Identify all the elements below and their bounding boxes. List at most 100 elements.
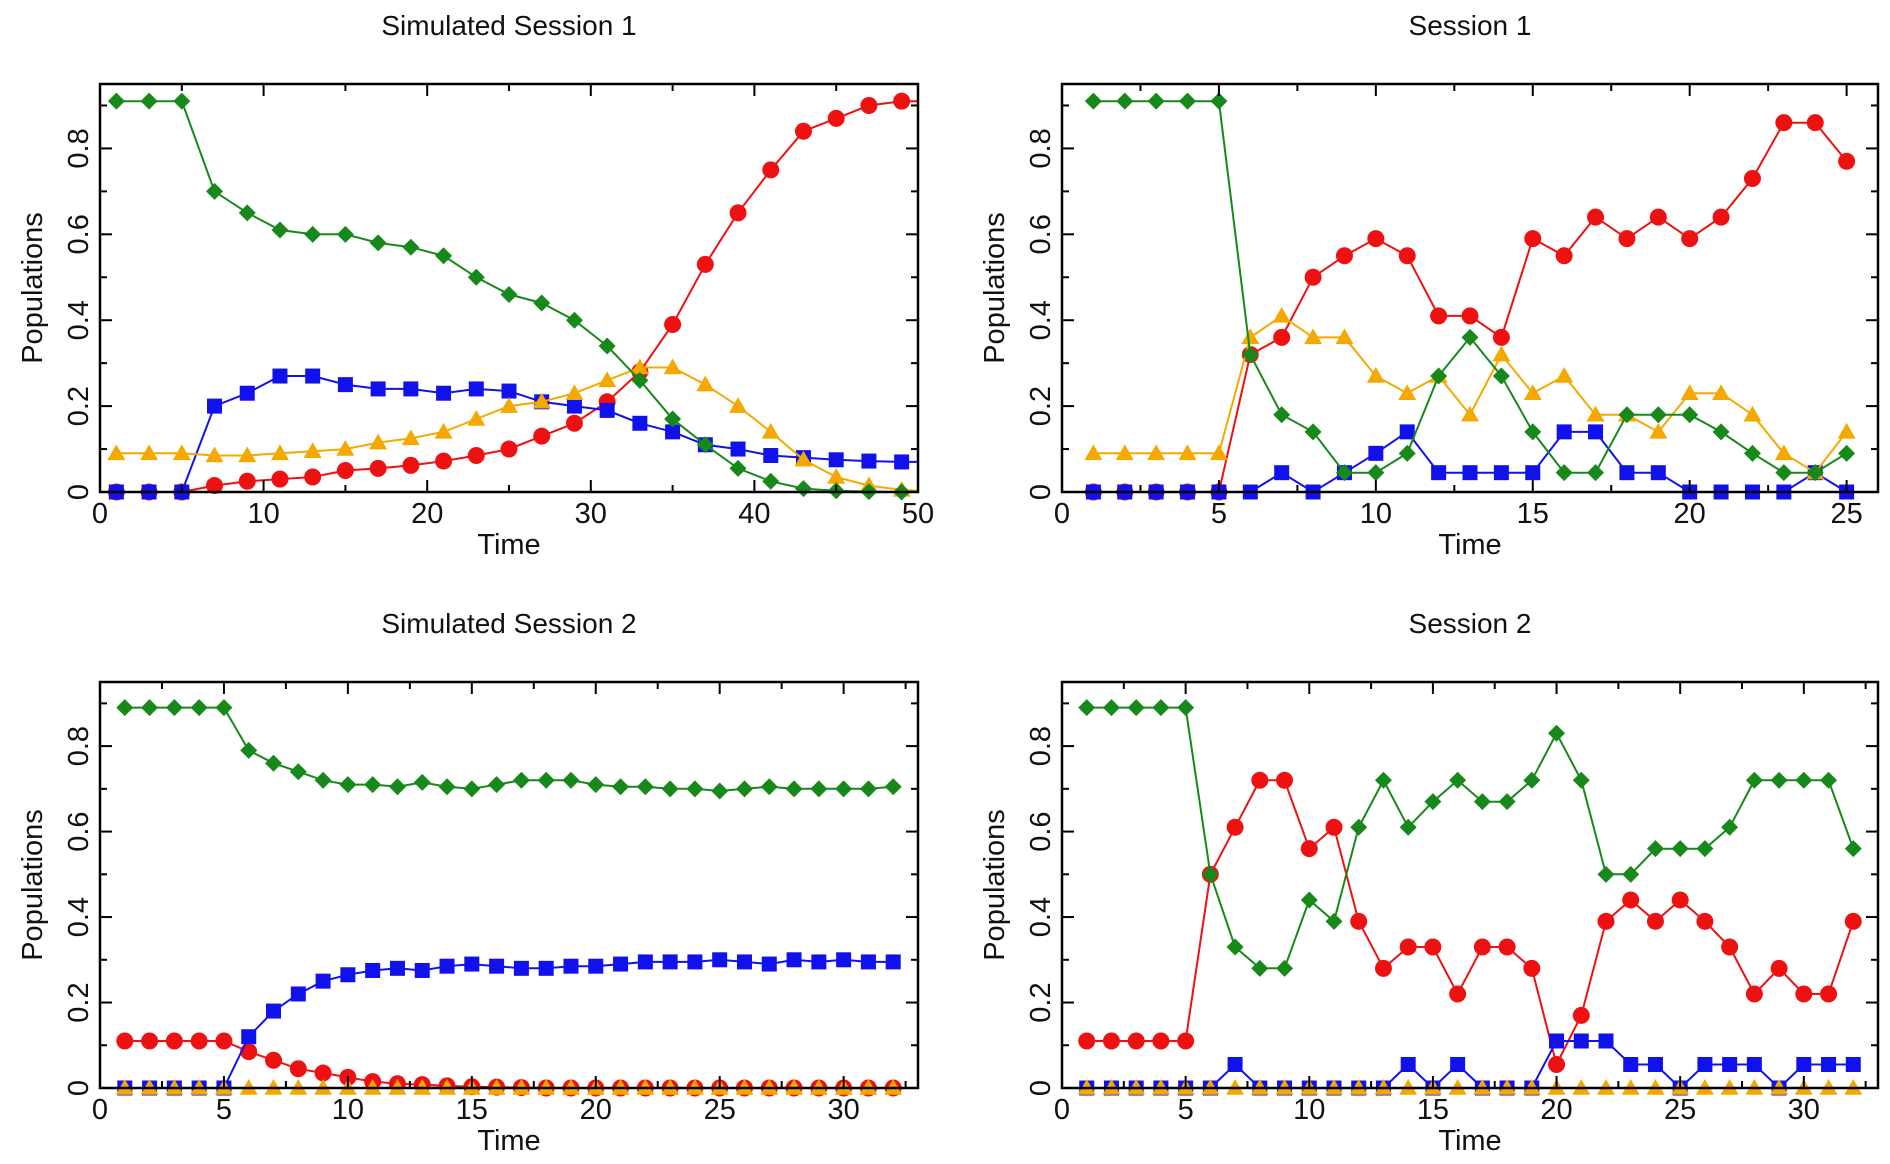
data-point-blue: [1368, 445, 1384, 461]
data-point-red: [265, 1051, 283, 1069]
data-point-blue: [365, 962, 381, 978]
chart-title: Simulated Session 1: [381, 10, 636, 41]
data-point-green: [265, 754, 283, 772]
x-tick-label: 15: [456, 1094, 488, 1126]
y-tick-label: 0.8: [63, 726, 95, 766]
data-point-blue: [538, 960, 554, 976]
series-blue: [1079, 1033, 1861, 1096]
data-point-blue: [786, 952, 802, 968]
data-point-orange: [532, 392, 551, 409]
data-point-green: [631, 371, 649, 389]
data-point-orange: [1147, 444, 1166, 461]
data-point-green: [238, 204, 256, 222]
plot-frame: [98, 680, 920, 1090]
data-point-red: [1374, 959, 1392, 977]
data-point-red: [1304, 268, 1322, 286]
data-point-green: [1210, 92, 1228, 110]
data-point-blue: [599, 402, 615, 418]
y-axis-label: Populations: [979, 212, 1011, 364]
data-point-green: [1721, 818, 1739, 836]
data-point-green: [240, 741, 258, 759]
data-point-green: [1498, 793, 1516, 811]
data-point-orange: [172, 444, 191, 461]
data-point-red: [1325, 818, 1343, 836]
data-point-green: [1398, 444, 1416, 462]
data-point-blue: [736, 954, 752, 970]
data-point-blue: [1556, 424, 1572, 440]
data-point-blue: [1619, 465, 1635, 481]
data-point-blue: [266, 1003, 282, 1019]
data-point-green: [1587, 464, 1605, 482]
data-point-green: [1473, 793, 1491, 811]
data-point-red: [1806, 114, 1824, 132]
data-point-orange: [1335, 328, 1354, 345]
data-point-green: [271, 221, 289, 239]
chart-title: Simulated Session 2: [381, 608, 636, 639]
y-tick-label: 0.8: [63, 128, 95, 168]
data-point-green: [107, 92, 125, 110]
data-point-blue: [860, 954, 876, 970]
data-point-red: [1618, 230, 1636, 248]
data-point-green: [562, 771, 580, 789]
data-point-orange: [1366, 367, 1385, 383]
data-point-green: [467, 268, 485, 286]
data-point-green: [1820, 771, 1838, 789]
data-point-red: [1251, 771, 1269, 789]
data-point-red: [1399, 938, 1417, 956]
data-point-green: [314, 771, 332, 789]
data-point-green: [735, 780, 753, 798]
data-point-blue: [828, 452, 844, 468]
data-point-green: [413, 773, 431, 791]
data-point-green: [859, 780, 877, 798]
series-red: [1078, 771, 1862, 1073]
series-line-orange: [116, 366, 919, 492]
data-point-orange: [1743, 405, 1762, 422]
data-point-blue: [1399, 424, 1415, 440]
data-point-red: [533, 427, 551, 445]
data-point-red: [500, 440, 518, 458]
data-point-blue: [239, 385, 255, 401]
x-tick-label: 5: [1211, 498, 1227, 530]
data-point-blue: [1623, 1056, 1639, 1072]
data-point-green: [696, 436, 714, 454]
x-axis-label: Time: [1438, 1125, 1501, 1157]
y-tick-label: 0.8: [1025, 726, 1057, 766]
x-tick-label: 10: [1360, 498, 1392, 530]
series-line-green: [124, 706, 894, 793]
data-point-red: [1671, 891, 1689, 909]
x-tick-label: 50: [902, 498, 934, 530]
data-point-orange: [369, 433, 388, 450]
y-tick-label: 0.6: [1025, 811, 1057, 851]
series-line-red: [1093, 121, 1848, 493]
data-point-green: [760, 778, 778, 796]
data-point-green: [664, 410, 682, 428]
data-point-green: [1743, 444, 1761, 462]
data-point-green: [1775, 464, 1793, 482]
data-point-blue: [501, 383, 517, 399]
series-green: [1084, 92, 1856, 482]
chart-panel-4: Session 2 Time Populations 0 5 10 15 20 25 30 0 0.2…: [979, 608, 1880, 1157]
data-point-red: [1424, 938, 1442, 956]
data-point-green: [1622, 865, 1640, 883]
data-point-orange: [205, 446, 224, 463]
data-point-orange: [270, 444, 289, 461]
data-point-blue: [1647, 1056, 1663, 1072]
data-point-red: [1745, 985, 1763, 1003]
data-point-red: [664, 316, 682, 334]
y-tick-label: 0.8: [1025, 128, 1057, 168]
data-point-red: [794, 122, 812, 140]
data-point-blue: [885, 954, 901, 970]
data-point-blue: [1431, 465, 1447, 481]
data-point-blue: [730, 441, 746, 457]
data-point-red: [1681, 230, 1699, 248]
data-point-blue: [290, 986, 306, 1002]
data-point-green: [1597, 865, 1615, 883]
data-point-blue: [563, 958, 579, 974]
data-point-red: [289, 1060, 307, 1078]
data-point-orange: [1837, 422, 1856, 439]
chart-panel-2: Session 1 Time Populations 0 5 10 15 20 25 0 0.2 0.…: [979, 10, 1880, 561]
data-point-blue: [439, 958, 455, 974]
data-point-green: [1273, 406, 1291, 424]
series-line-green: [116, 100, 918, 493]
data-point-green: [1147, 92, 1165, 110]
